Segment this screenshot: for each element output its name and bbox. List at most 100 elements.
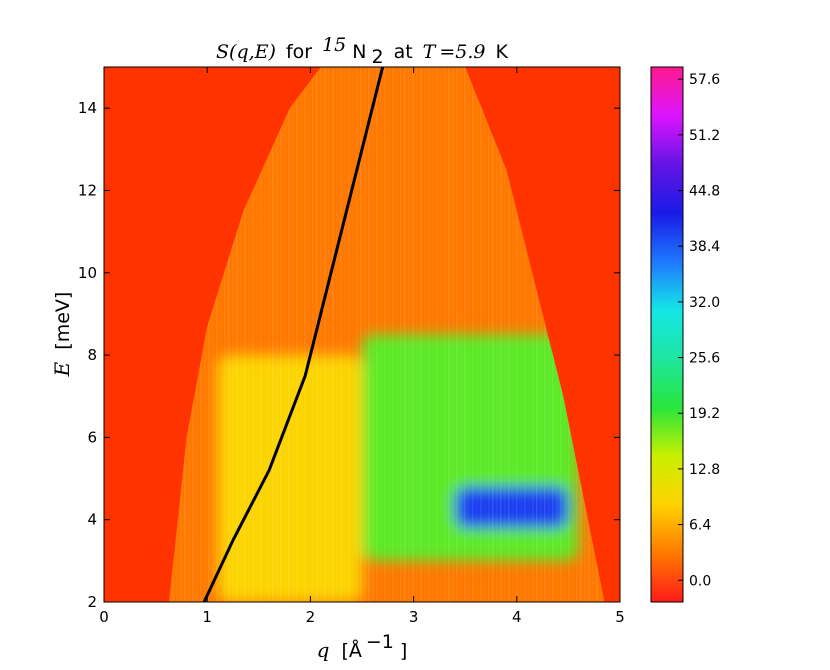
- texture-stripe: [308, 67, 310, 602]
- texture-stripe: [536, 67, 538, 602]
- texture-stripe: [336, 67, 338, 602]
- texture-stripe: [388, 67, 390, 602]
- texture-stripe: [360, 67, 362, 602]
- texture-stripe: [420, 67, 422, 602]
- texture-stripe: [408, 67, 410, 602]
- texture-stripe: [228, 67, 230, 602]
- y-tick-label: 6: [87, 428, 97, 446]
- y-tick-label: 10: [78, 264, 97, 282]
- texture-stripe: [532, 67, 534, 602]
- x-axis-close: ]: [400, 640, 407, 662]
- texture-stripe: [292, 67, 294, 602]
- colorbar-tick-label: 12.8: [689, 462, 720, 478]
- y-tick-label: 12: [78, 181, 97, 199]
- texture-stripe: [332, 67, 334, 602]
- texture-stripe: [460, 67, 462, 602]
- texture-stripe: [276, 67, 278, 602]
- x-axis-exp: −1: [366, 631, 394, 653]
- texture-stripe: [432, 67, 434, 602]
- colorbar-tick-label: 51.2: [689, 128, 720, 144]
- colorbar-tick-label: 0.0: [689, 573, 711, 589]
- texture-stripe: [236, 67, 238, 602]
- texture-stripe: [224, 67, 226, 602]
- colorbar-tick-label: 38.4: [689, 239, 720, 255]
- texture-stripe: [232, 67, 234, 602]
- texture-stripe: [244, 67, 246, 602]
- colorbar-gradient: [650, 66, 684, 603]
- texture-stripe: [300, 67, 302, 602]
- y-tick-label: 2: [87, 593, 97, 611]
- texture-stripe: [444, 67, 446, 602]
- title-superscript: 15: [322, 34, 346, 56]
- texture-stripe: [476, 67, 478, 602]
- texture-stripe: [396, 67, 398, 602]
- texture-stripe: [260, 67, 262, 602]
- texture-stripe: [500, 67, 502, 602]
- texture-stripe: [492, 67, 494, 602]
- y-axis-label: E [meV]: [50, 292, 74, 378]
- texture-stripe: [344, 67, 346, 602]
- texture-stripe: [384, 67, 386, 602]
- texture-stripe: [328, 67, 330, 602]
- intensity-blob-3: [454, 486, 569, 528]
- y-axis-var: E: [50, 361, 74, 377]
- y-axis-ticks: 2 4 6 8 10 12 14: [78, 99, 620, 611]
- texture-stripe: [504, 67, 506, 602]
- texture-stripe: [216, 67, 218, 602]
- title-math-left: S(q,E): [216, 41, 276, 63]
- x-tick-label: 0: [99, 608, 109, 626]
- title-math-T: T: [423, 41, 437, 63]
- x-tick-label: 5: [615, 608, 625, 626]
- colorbar-ticks: 0.0 6.4 12.8 19.2 25.6 32.0 38.4 44.8 51.2 57.6: [678, 72, 720, 589]
- texture-stripe: [440, 67, 442, 602]
- colorbar-tick-label: 19.2: [689, 406, 720, 422]
- texture-stripe: [364, 67, 366, 602]
- texture-stripe: [540, 67, 542, 602]
- texture-stripe: [436, 67, 438, 602]
- texture-stripe: [404, 67, 406, 602]
- plot-frame: [103, 66, 621, 603]
- y-axis-unit: [meV]: [52, 292, 74, 350]
- colorbar-tick-label: 6.4: [689, 518, 711, 534]
- svg-text:S(q,E) for 15: S(q,E) for 15 N 2 at T =5.9 K: [216, 34, 508, 68]
- texture-stripe: [320, 67, 322, 602]
- texture-stripe: [348, 67, 350, 602]
- texture-stripe: [356, 67, 358, 602]
- texture-stripe: [484, 67, 486, 602]
- y-tick-label: 14: [78, 99, 97, 117]
- texture-stripe: [272, 67, 274, 602]
- dispersion-curve: [202, 67, 385, 602]
- colorbar-tick-label: 57.6: [689, 72, 720, 88]
- texture-stripe: [464, 67, 466, 602]
- texture-stripe: [296, 67, 298, 602]
- x-axis-label: q [Å −1 ]: [317, 631, 408, 662]
- texture-stripe: [416, 67, 418, 602]
- x-axis-unit: [Å: [341, 639, 361, 662]
- texture-stripe: [412, 67, 414, 602]
- texture-stripe: [448, 67, 450, 602]
- title-unit: K: [496, 41, 509, 63]
- texture-stripe: [480, 67, 482, 602]
- texture-stripe: [452, 67, 454, 602]
- texture-stripe: [380, 67, 382, 602]
- texture-stripe: [280, 67, 282, 602]
- y-tick-label: 4: [87, 511, 97, 529]
- colorbar: 0.0 6.4 12.8 19.2 25.6 32.0 38.4 44.8 51.2 57.6: [650, 66, 720, 603]
- texture-stripe: [368, 67, 370, 602]
- texture-stripe: [352, 67, 354, 602]
- title-math-value: =5.9: [439, 41, 485, 63]
- texture-stripe: [372, 67, 374, 602]
- texture-stripe: [424, 67, 426, 602]
- heatmap-plot-area: [104, 67, 620, 602]
- texture-stripe: [456, 67, 458, 602]
- texture-stripe: [284, 67, 286, 602]
- texture-stripe: [488, 67, 490, 602]
- colorbar-tick-label: 44.8: [689, 184, 720, 200]
- texture-stripe: [392, 67, 394, 602]
- texture-stripe: [304, 67, 306, 602]
- chart-title: S(q,E) for 15 N 2 at T =5.9 K: [216, 34, 508, 68]
- texture-stripe: [288, 67, 290, 602]
- x-tick-label: 4: [512, 608, 522, 626]
- texture-stripe: [252, 67, 254, 602]
